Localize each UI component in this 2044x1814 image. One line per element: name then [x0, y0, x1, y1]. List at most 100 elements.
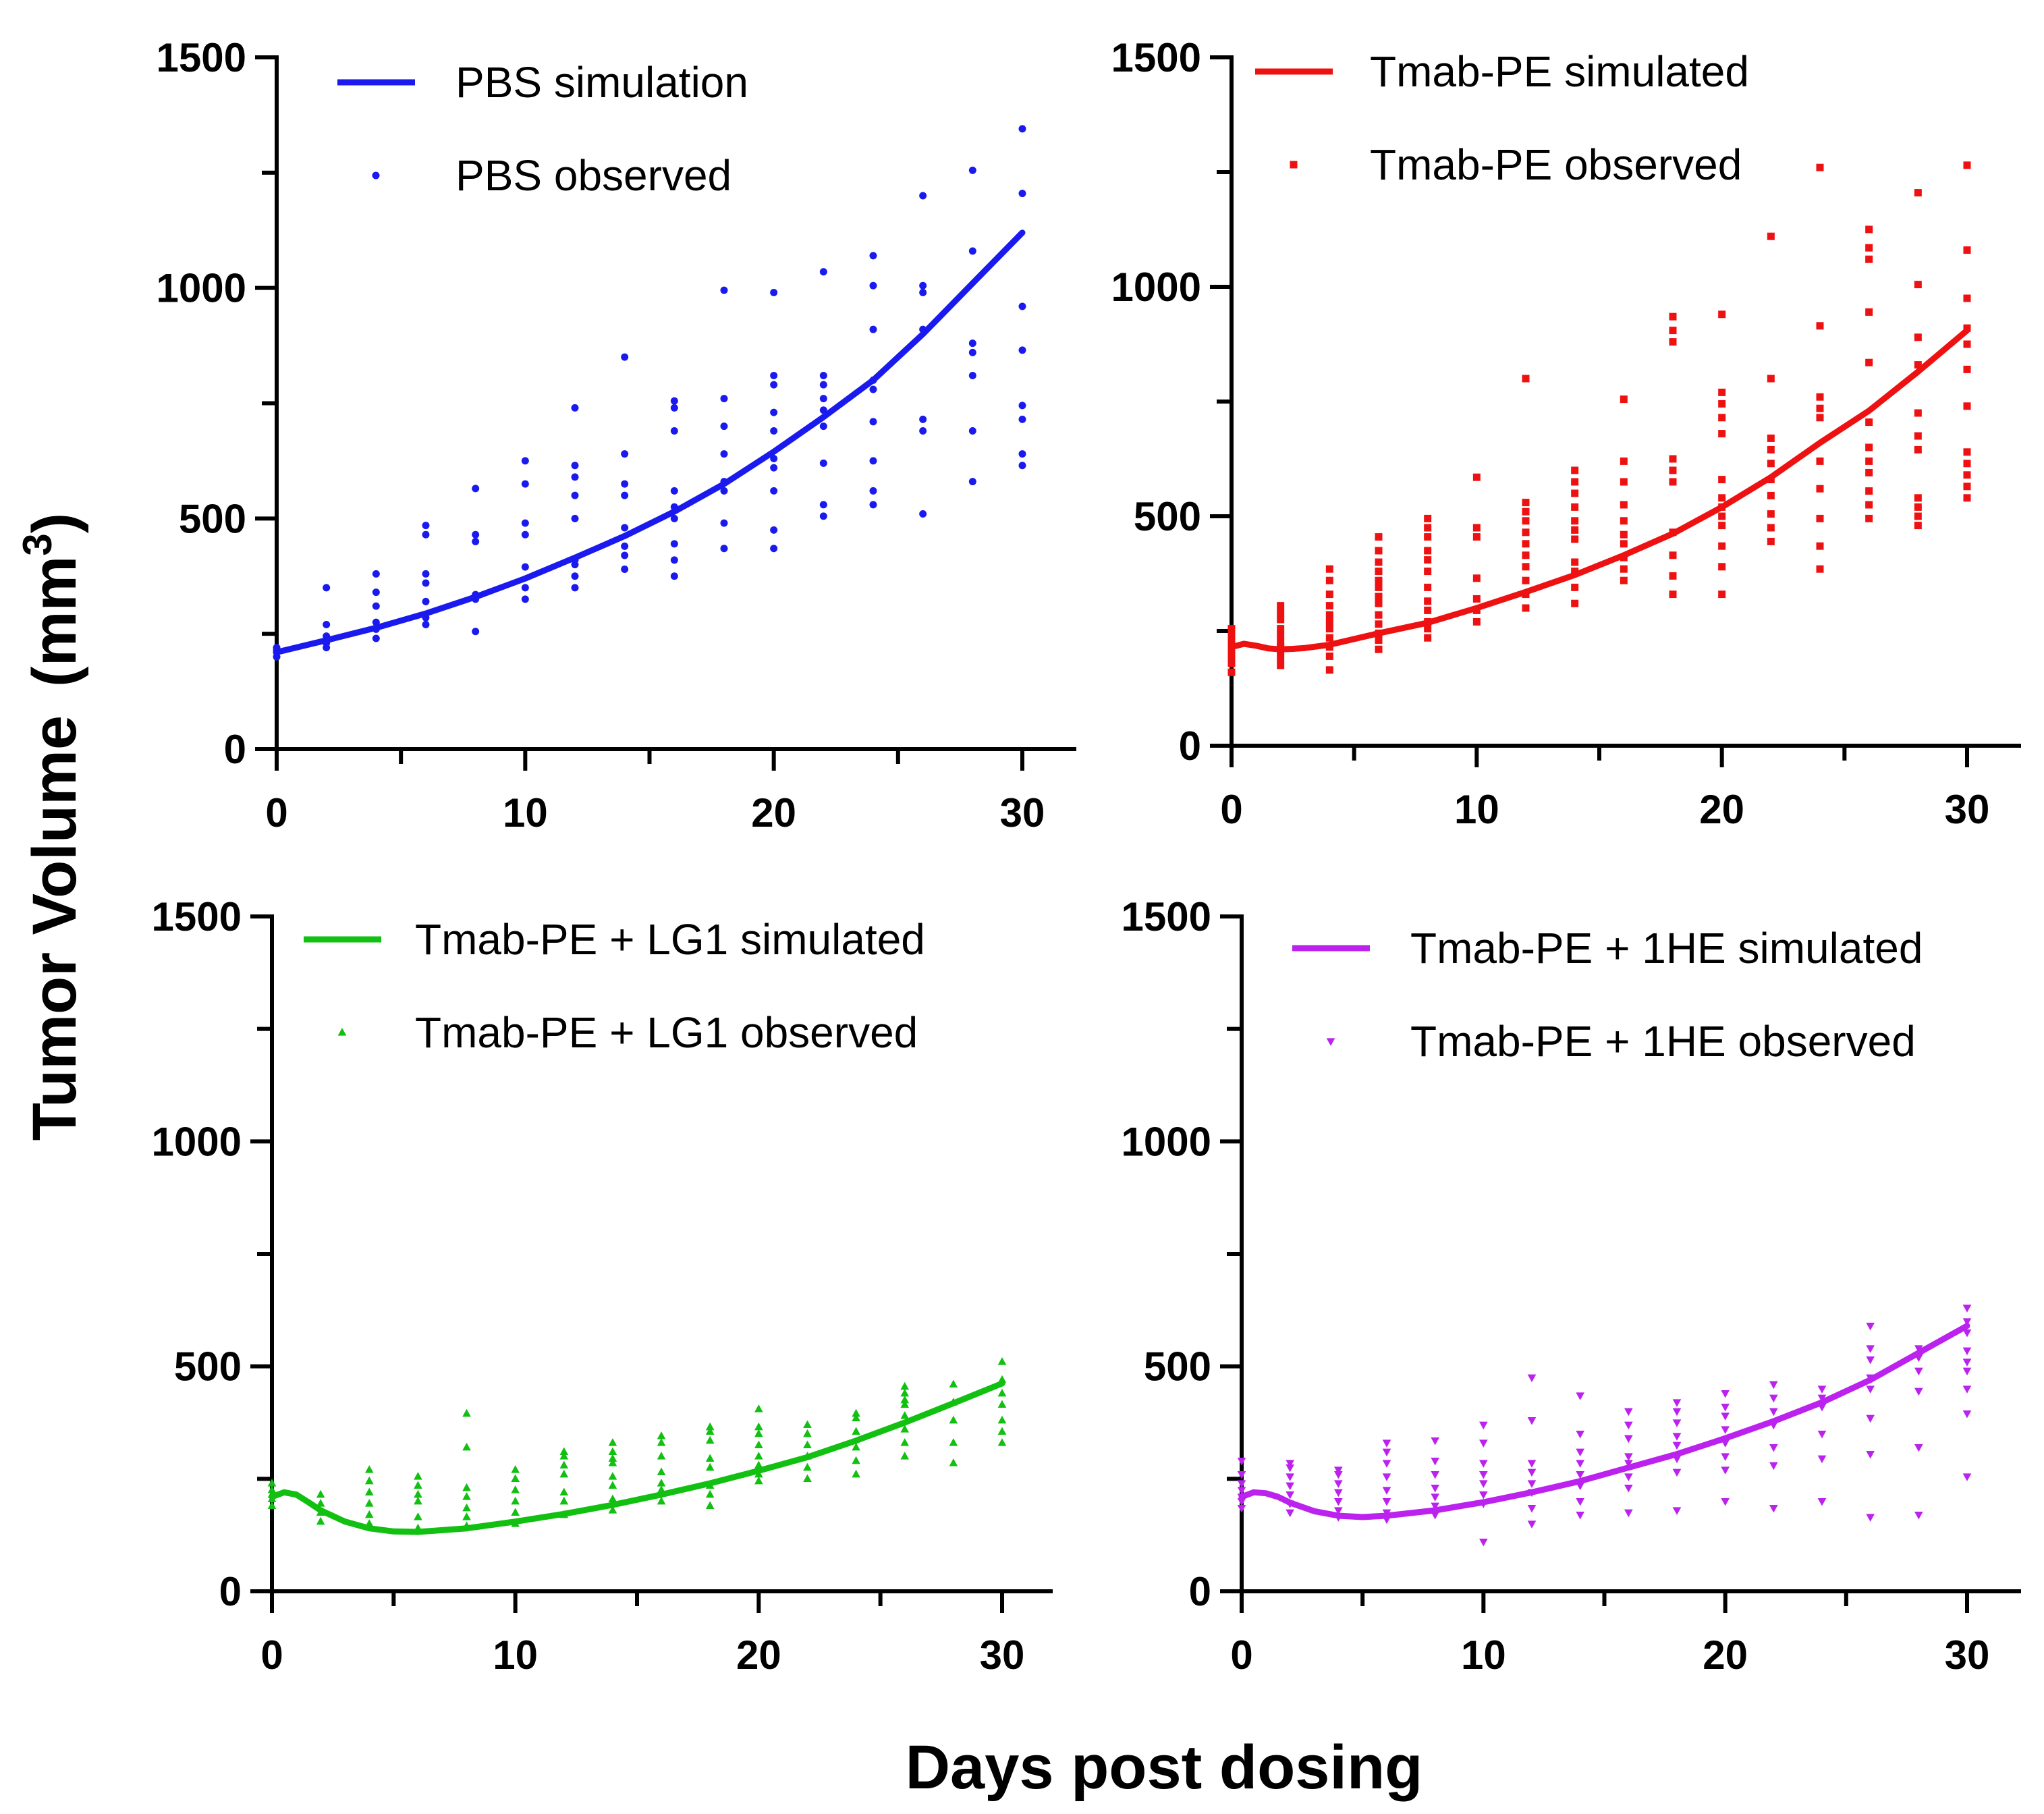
observed-point: [1769, 1408, 1778, 1417]
observed-point: [919, 427, 927, 435]
observed-point: [919, 289, 927, 296]
observed-point: [1522, 551, 1530, 559]
observed-point: [1431, 1484, 1439, 1493]
observed-point: [1522, 528, 1530, 537]
observed-point: [1914, 494, 1922, 502]
observed-point: [919, 510, 927, 518]
observed-point: [1325, 602, 1333, 610]
observed-point: [1522, 576, 1530, 584]
observed-point: [720, 545, 728, 553]
observed-point: [1865, 244, 1873, 252]
observed-point: [608, 1506, 617, 1514]
observed-point: [1479, 1491, 1488, 1500]
observed-point: [1816, 414, 1824, 422]
observed-point: [1527, 1374, 1537, 1383]
observed-point: [1914, 512, 1922, 520]
simulated-line: [269, 1380, 1005, 1535]
observed-point: [852, 1469, 860, 1478]
observed-point: [1277, 638, 1285, 647]
y-tick-label: 1000: [1122, 1119, 1211, 1164]
observed-point: [1672, 1408, 1682, 1417]
observed-point: [521, 480, 529, 488]
observed-point: [1620, 540, 1628, 548]
observed-point: [1672, 1399, 1682, 1407]
observed-point: [1624, 1408, 1633, 1417]
observed-point: [1277, 625, 1285, 633]
observed-point: [1277, 602, 1285, 610]
y-tick-label: 0: [1189, 1569, 1211, 1614]
observed-point: [414, 1481, 422, 1489]
observed-point: [705, 1489, 715, 1498]
observed-point: [1914, 1345, 1923, 1353]
observed-point: [1816, 457, 1824, 465]
observed-point: [670, 404, 678, 412]
observed-point: [1669, 327, 1677, 335]
observed-point: [819, 372, 827, 379]
observed-point: [670, 514, 678, 522]
observed-point: [1718, 522, 1726, 530]
observed-point: [1620, 478, 1628, 486]
observed-point: [621, 450, 629, 458]
observed-point: [1620, 501, 1628, 509]
observed-point: [1527, 1417, 1537, 1425]
observed-point: [770, 545, 778, 553]
observed-point: [1571, 583, 1579, 591]
observed-point: [1018, 462, 1026, 470]
observed-point: [1718, 310, 1726, 319]
observed-point: [1382, 1439, 1391, 1448]
observed-point: [1431, 1471, 1439, 1479]
observed-point: [559, 1487, 569, 1496]
observed-point: [754, 1440, 763, 1449]
observed-point: [414, 1489, 422, 1498]
observed-point: [1672, 1468, 1682, 1477]
observed-point: [372, 634, 380, 642]
observed-point: [900, 1388, 910, 1397]
observed-point: [521, 595, 529, 603]
observed-point: [1522, 507, 1530, 516]
observed-point: [1375, 599, 1383, 607]
observed-point: [949, 1415, 958, 1424]
observed-point: [1963, 294, 1971, 302]
observed-point: [372, 602, 380, 610]
x-tick-label: 30: [1945, 1632, 1990, 1678]
observed-point: [1718, 476, 1726, 484]
observed-point: [559, 1469, 569, 1478]
observed-point: [1669, 455, 1677, 463]
observed-point: [1237, 1471, 1246, 1479]
observed-point: [1375, 583, 1383, 591]
observed-point: [1865, 457, 1873, 465]
y-tick-label: 500: [1144, 1344, 1211, 1390]
observed-point: [1718, 494, 1726, 502]
observed-point: [670, 540, 678, 548]
observed-point: [1472, 473, 1481, 481]
observed-point: [1914, 503, 1922, 511]
observed-point: [1914, 432, 1922, 440]
observed-point: [1718, 400, 1726, 408]
observed-point: [1431, 1457, 1439, 1466]
observed-point: [869, 418, 877, 426]
observed-point: [705, 1501, 715, 1510]
observed-point: [803, 1474, 812, 1483]
observed-point: [462, 1512, 471, 1520]
observed-point: [1817, 1385, 1827, 1394]
observed-point: [770, 381, 778, 389]
legend-marker-swatch: [337, 1028, 347, 1036]
observed-point: [1431, 1437, 1439, 1446]
observed-point: [705, 1454, 715, 1462]
observed-point: [608, 1472, 617, 1480]
observed-point: [1866, 1356, 1875, 1365]
observed-point: [1669, 478, 1677, 486]
observed-point: [571, 514, 579, 522]
observed-point: [1479, 1439, 1488, 1448]
observed-point: [1527, 1480, 1537, 1488]
observed-point: [608, 1454, 617, 1462]
observed-point: [1767, 375, 1775, 383]
observed-point: [571, 491, 579, 499]
legend-observed-label: Tmab-PE + 1HE observed: [1410, 1017, 1916, 1066]
observed-point: [1571, 478, 1579, 486]
observed-point: [754, 1476, 763, 1485]
observed-point: [472, 628, 480, 636]
observed-point: [852, 1427, 860, 1435]
observed-point: [1624, 1460, 1633, 1468]
observed-point: [949, 1379, 958, 1388]
